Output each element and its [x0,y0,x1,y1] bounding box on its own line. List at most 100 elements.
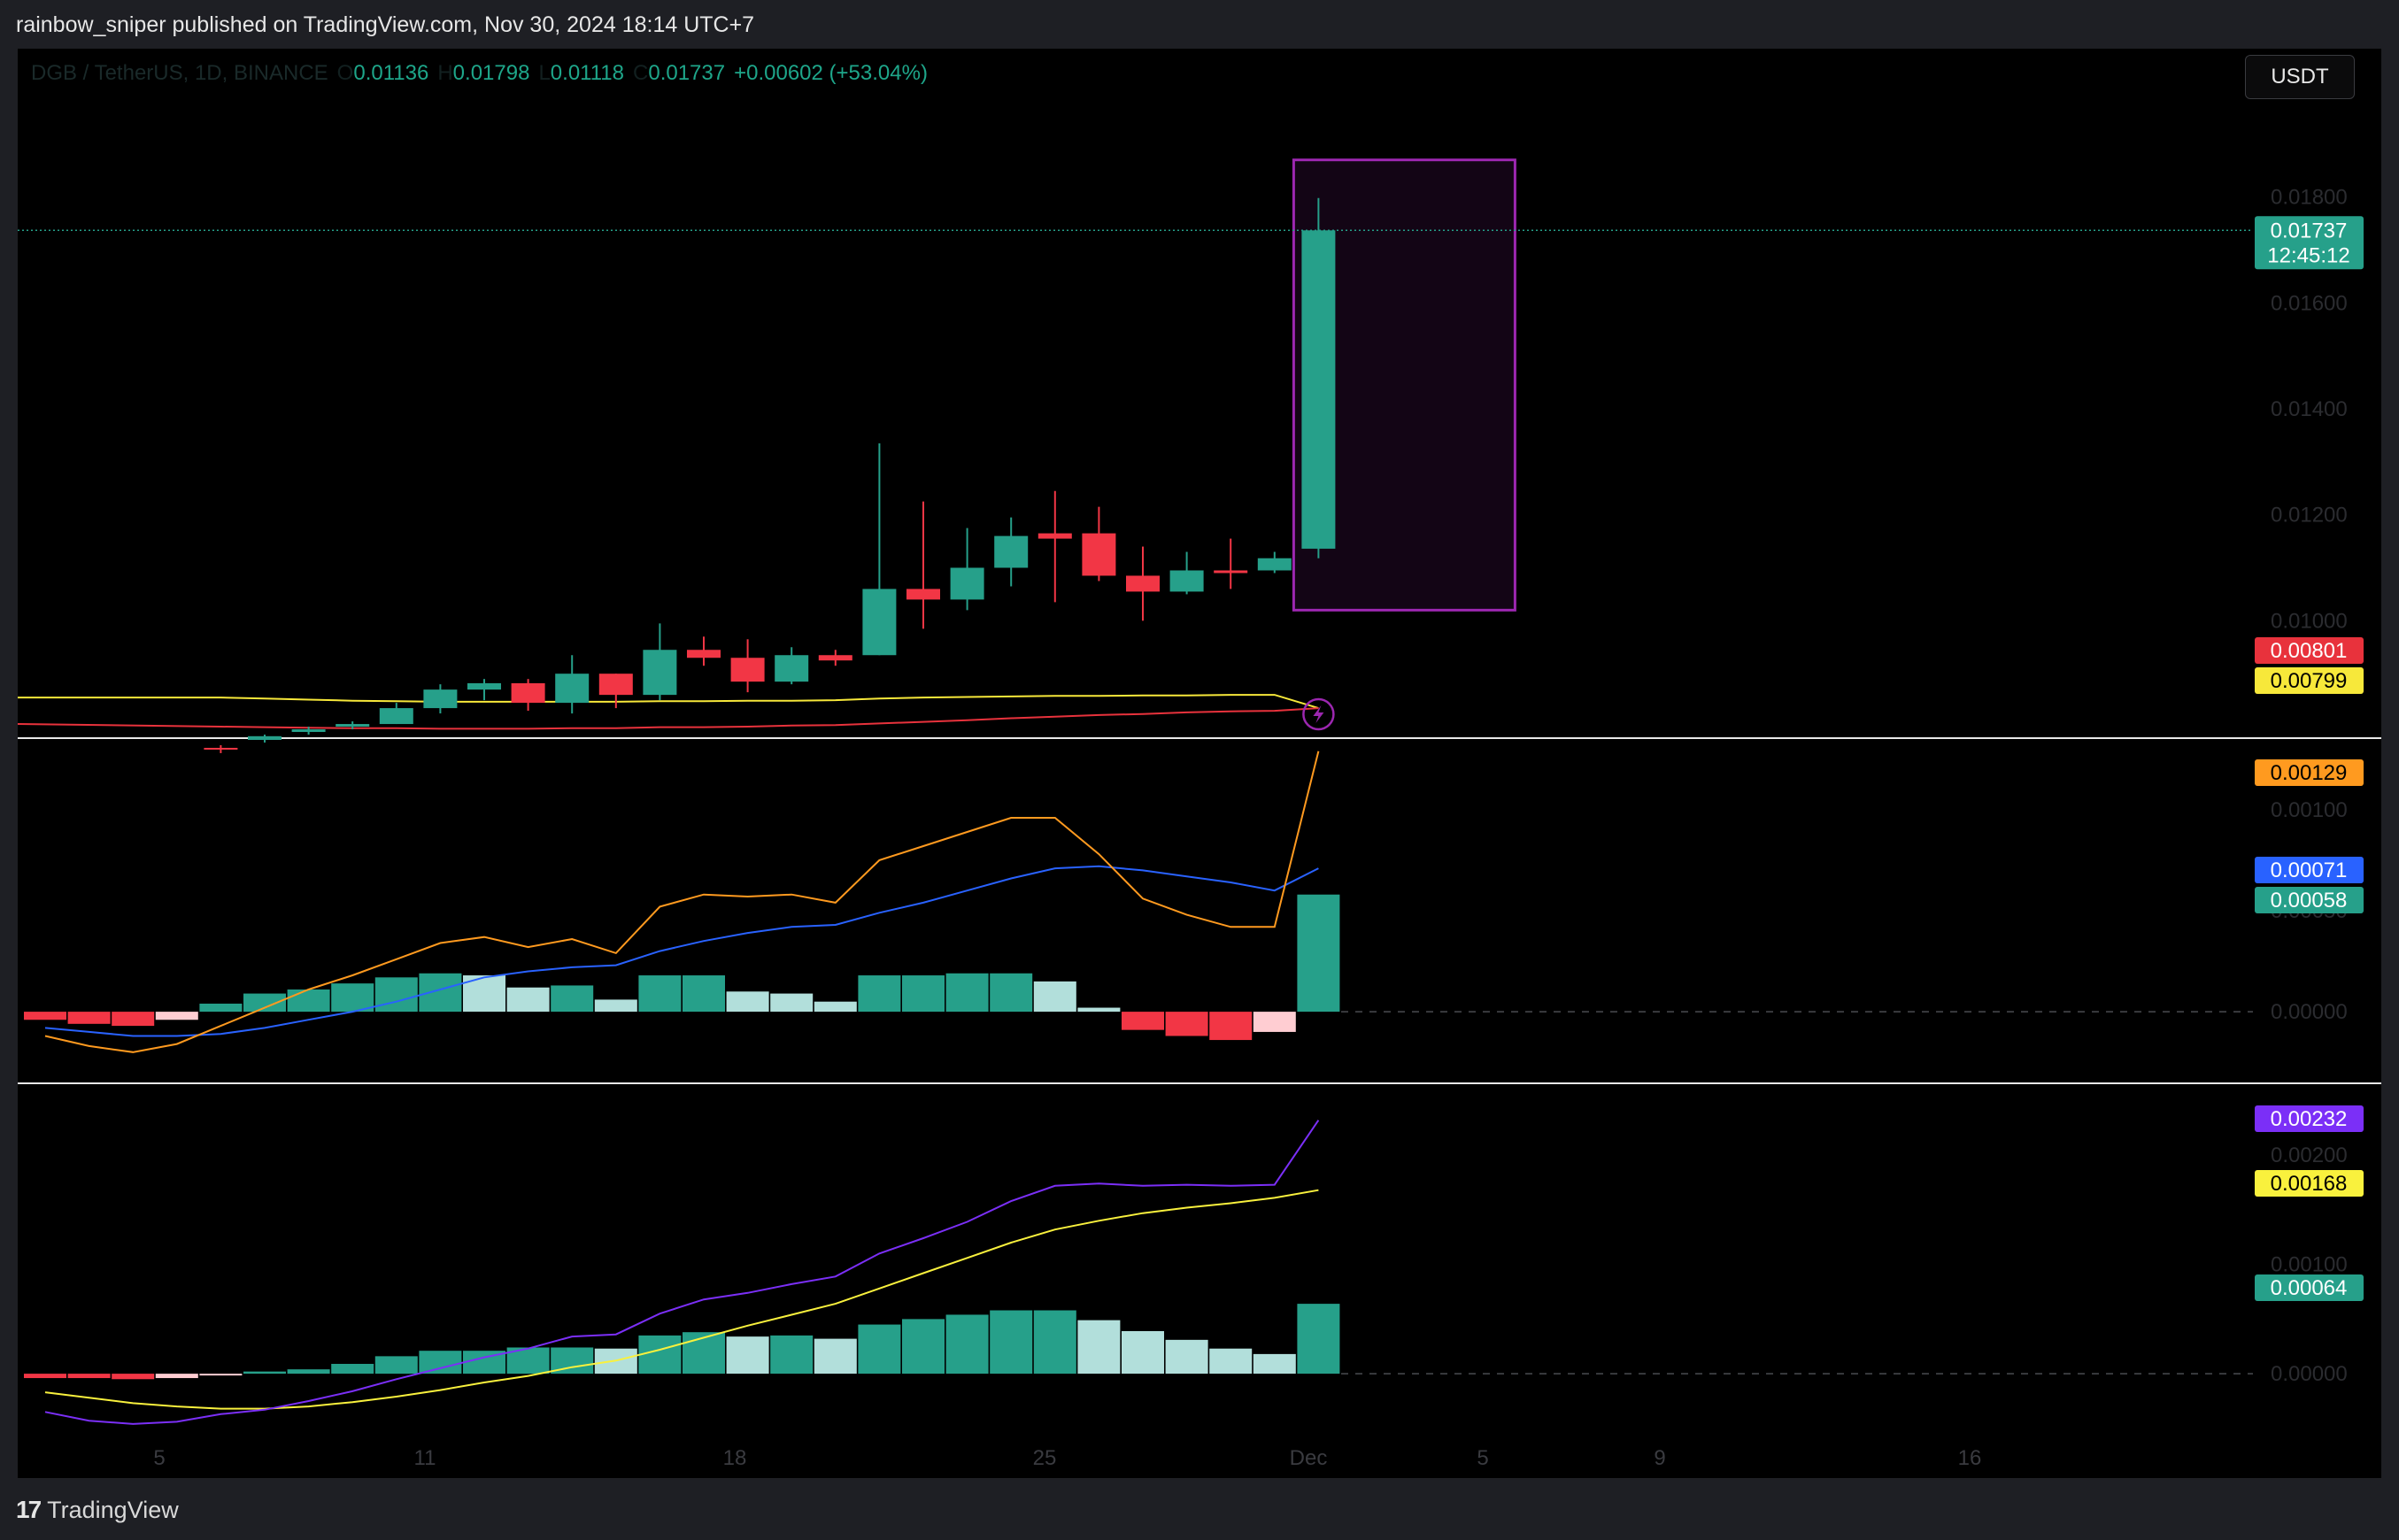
macd-histogram-bar [112,1012,155,1027]
candle-body [555,674,590,704]
currency-button[interactable]: USDT [2245,55,2355,99]
osc-histogram-bar [1297,1304,1340,1374]
price-axis-tick: 0.01200 [2271,504,2348,527]
macd-histogram-bar [24,1012,66,1020]
candle-body [1169,570,1204,592]
macd-histogram-bar [1122,1012,1164,1030]
macd-histogram-bar [287,989,330,1013]
osc-histogram-bar [858,1324,901,1374]
candle-body [598,674,633,696]
macd-histogram-bar [419,973,462,1013]
osc-axis-tick: 0.00000 [2271,1362,2348,1386]
tradingview-brand[interactable]: 17 TradingView [16,1496,179,1524]
macd-histogram-bar [506,987,550,1013]
time-axis-tick: Dec [1290,1446,1328,1470]
candle-body [379,708,413,725]
candle-body [1257,558,1292,571]
candle-body [291,729,326,733]
osc-fast-tag-bg [2255,1105,2364,1132]
candle-body [643,650,677,696]
legend-low: 0.01118 [550,61,624,85]
macd-histogram-bar [1297,894,1340,1013]
ma-yellow-line [18,694,1319,710]
candle-body [511,682,545,704]
lightning-icon [1302,697,1335,731]
macd-axis-tick: 0.00000 [2271,1000,2348,1024]
osc-hist-tag-bg [2255,1274,2364,1301]
countdown-tag: 12:45:12 [2267,243,2349,267]
osc-histogram-bar [112,1374,155,1380]
macd-histogram-bar [902,975,945,1013]
macd-hist-value-tag-bg [2255,887,2364,913]
time-axis-tick: 18 [723,1446,747,1470]
osc-axis-tick: 0.00100 [2271,1253,2348,1277]
macd-histogram-bar [990,973,1033,1013]
candle-body [204,747,238,750]
candle-body [950,567,984,600]
macd-histogram-bar [945,973,989,1013]
signal-value-tag: 0.00071 [2271,859,2348,882]
legend-symbol[interactable]: DGB / TetherUS, 1D, BINANCE [31,61,328,85]
osc-slow-tag: 0.00168 [2271,1172,2348,1196]
candle-body [1301,230,1336,549]
candle-body [775,655,809,682]
osc-histogram-bar [24,1374,66,1379]
macd-line [44,751,1320,1053]
osc-histogram-bar [726,1336,769,1374]
osc-histogram-bar [814,1338,857,1374]
time-axis-tick: 5 [1477,1446,1488,1470]
macd-histogram-bar [155,1012,198,1020]
macd-histogram-bar [770,993,814,1013]
legend-change: +0.00602 (+53.04%) [734,61,928,85]
osc-axis-tick: 0.00200 [2271,1143,2348,1167]
candle-body [862,589,897,656]
price-axis-tick: 0.01000 [2271,609,2348,633]
candle-body [730,658,765,682]
lightning-bolt-icon [1313,705,1324,723]
candle-body [687,650,721,658]
candle-body [336,724,370,728]
time-axis-tick: 9 [1654,1446,1665,1470]
macd-histogram-bar [551,985,594,1013]
osc-histogram-bar [374,1356,418,1374]
macd-histogram-bar [858,975,901,1013]
candle-body [906,589,940,600]
price-axis-tick: 0.01600 [2271,291,2348,315]
osc-histogram-bar [155,1374,198,1379]
osc-histogram-bar [1033,1310,1076,1374]
macd-histogram-bar [331,983,374,1013]
macd-histogram-bar [726,991,769,1013]
ma-yellow-tag-bg [2255,667,2364,694]
macd-signal-line [44,865,1319,1037]
osc-histogram-bar [990,1310,1033,1374]
macd-value-tag-bg [2255,759,2364,786]
chart-canvas[interactable]: 0.020000.018000.016000.014000.012000.010… [18,49,2381,1478]
macd-histogram-bar [243,993,286,1013]
osc-histogram-bar [67,1374,111,1379]
ma-red-tag: 0.00801 [2271,639,2348,663]
legend-high: 0.01798 [452,61,530,85]
osc-histogram-bar [1122,1330,1164,1374]
legend-open: 0.01136 [353,61,429,85]
osc-histogram-bar [287,1369,330,1374]
chart-area[interactable]: 0.020000.018000.016000.014000.012000.010… [18,49,2381,1478]
symbol-legend[interactable]: DGB / TetherUS, 1D, BINANCE O0.01136 H0.… [31,61,928,86]
osc-histogram-bar [419,1351,462,1374]
macd-hist-value-tag: 0.00058 [2271,889,2348,912]
macd-histogram-bar [638,975,682,1013]
candle-body [1214,570,1248,574]
macd-histogram-bar [594,999,637,1013]
time-axis-tick: 11 [414,1446,436,1470]
ma-red-tag-bg [2255,637,2364,664]
legend-high-label: H [437,61,453,85]
signal-value-tag-bg [2255,857,2364,883]
osc-histogram-bar [331,1364,374,1374]
osc-histogram-bar [902,1319,945,1374]
time-axis-tick: 25 [1033,1446,1057,1470]
osc-hist-tag: 0.00064 [2271,1276,2348,1300]
macd-histogram-bar [683,975,725,1013]
osc-histogram-bar [770,1335,814,1374]
macd-histogram-bar [1165,1012,1208,1036]
osc-histogram-bar [243,1371,286,1374]
candle-body [248,735,282,740]
